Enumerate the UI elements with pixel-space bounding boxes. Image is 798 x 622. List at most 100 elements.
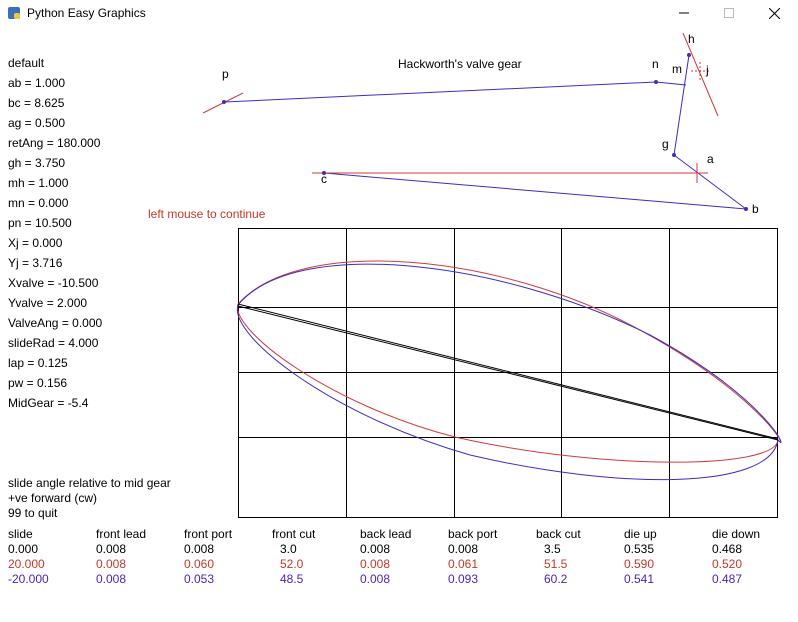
param-line: default [8,56,45,70]
table-cell: 0.008 [360,542,391,556]
table-cell: 0.535 [624,542,655,556]
param-line: MidGear = -5.4 [8,396,89,410]
table-cell: 52.0 [280,557,304,571]
param-line: ab = 1.000 [8,76,66,90]
point-g [672,153,676,157]
table-row: 0.000 0.008 0.008 3.0 0.008 0.008 3.5 0.… [0,542,798,556]
column-header: die down [712,527,761,541]
table-cell: 0.008 [448,542,479,556]
point-label-m: m [672,62,682,76]
point-label-b: b [752,202,759,216]
point-c [322,171,326,175]
table-cell: 0.487 [712,572,743,586]
param-line: retAng = 180.000 [8,136,101,150]
table-cell: 0.008 [96,557,127,571]
param-line: bc = 8.625 [8,96,65,110]
point-b [744,207,748,211]
diagram-heading: Hackworth's valve gear [398,57,522,71]
link-cb [323,172,747,210]
table-cell: 0.053 [184,572,215,586]
valve-curves [236,260,782,481]
param-line: Yvalve = 2.000 [8,296,88,310]
param-line: pn = 10.500 [8,216,72,230]
column-header: slide [8,527,33,541]
point-label-p: p [222,67,229,81]
maximize-button[interactable] [707,0,751,26]
point-label-h: h [688,32,695,46]
parameter-list: default ab = 1.000 bc = 8.625 ag = 0.500… [8,55,102,415]
window-title: Python Easy Graphics [27,6,146,20]
minimize-button[interactable] [662,0,706,26]
link-gb [673,154,747,210]
point-label-a: a [707,152,714,166]
param-line: Xvalve = -10.500 [8,276,99,290]
table-cell: 0.008 [184,542,215,556]
close-button[interactable] [752,0,796,26]
table-row: 20.000 0.008 0.060 52.0 0.008 0.061 51.5… [0,557,798,571]
column-header: front lead [96,527,147,541]
table-cell: 0.093 [448,572,479,586]
point-label-j: j [706,63,709,77]
param-line: pw = 0.156 [8,376,68,390]
param-line: mn = 0.000 [8,196,69,210]
table-cell: -20.000 [8,572,49,586]
table-cell: 0.541 [624,572,655,586]
continue-prompt: left mouse to continue [148,207,266,221]
note-line: slide angle relative to mid gear [8,476,171,490]
linkage-diagram [202,32,748,211]
point-h [687,53,691,57]
table-cell: 0.590 [624,557,655,571]
param-line: Xj = 0.000 [8,236,63,250]
table-cell: 3.0 [280,542,297,556]
table-cell: 0.008 [96,572,127,586]
curve-black-2 [237,305,779,441]
table-cell: 60.2 [544,572,568,586]
table-cell: 51.5 [544,557,568,571]
curve-red [237,260,781,463]
param-line: Yj = 3.716 [8,256,63,270]
notes: slide angle relative to mid gear +ve for… [8,476,171,521]
curve-black-1 [237,303,779,440]
table-cell: 0.000 [8,542,39,556]
table-cell: 0.061 [448,557,479,571]
title-bar: Python Easy Graphics [0,0,798,26]
point-label-g: g [662,137,669,151]
column-header: front port [184,527,233,541]
minimize-icon [679,12,689,14]
point-label-n: n [652,57,659,71]
python-icon [8,7,20,19]
point-p [222,100,226,104]
table-cell: 0.468 [712,542,743,556]
column-header: back lead [360,527,412,541]
table-cell: 0.060 [184,557,215,571]
close-icon [768,7,780,19]
maximize-icon [724,8,734,18]
link-pn [223,81,657,103]
point-label-c: c [321,172,327,186]
note-line: +ve forward (cw) [8,491,98,505]
table-cell: 3.5 [544,542,561,556]
note-line: 99 to quit [8,506,58,520]
param-line: slideRad = 4.000 [8,336,99,350]
column-header: front cut [272,527,316,541]
link-nm [655,81,687,86]
table-cell: 0.008 [360,557,391,571]
column-header: back port [448,527,498,541]
column-header: die up [624,527,657,541]
column-header: back cut [536,527,581,541]
table-header: slide front lead front port front cut ba… [0,527,798,541]
table-row: -20.000 0.008 0.053 48.5 0.008 0.093 60.… [0,572,798,586]
table-cell: 0.008 [96,542,127,556]
param-line: ValveAng = 0.000 [8,316,103,330]
table-cell: 20.000 [8,557,45,571]
table-cell: 48.5 [280,572,304,586]
table-cell: 0.520 [712,557,743,571]
param-line: ag = 0.500 [8,116,66,130]
link-hg [673,54,690,156]
table-cell: 0.008 [360,572,391,586]
param-line: lap = 0.125 [8,356,68,370]
param-line: mh = 1.000 [8,176,69,190]
point-n [654,80,658,84]
param-line: gh = 3.750 [8,156,66,170]
